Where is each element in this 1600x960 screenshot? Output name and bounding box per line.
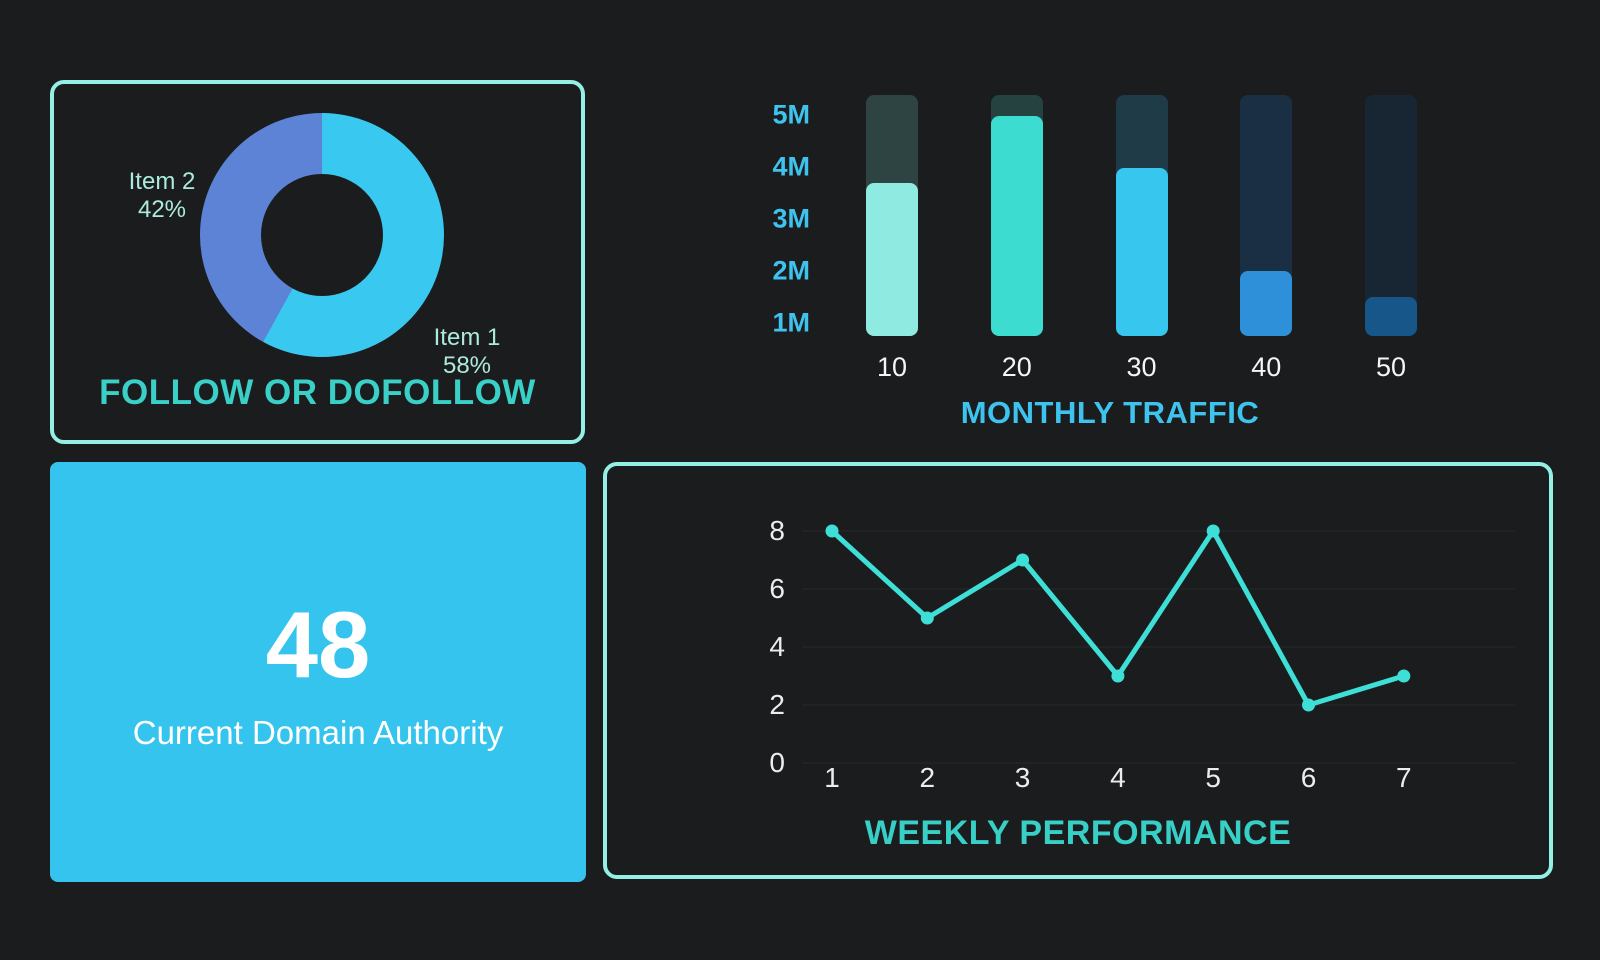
bar-y-tick: 3M bbox=[772, 203, 810, 234]
bar-chart-title: MONTHLY TRAFFIC bbox=[960, 395, 1260, 430]
line-x-tick: 1 bbox=[824, 762, 840, 793]
line-x-tick: 3 bbox=[1015, 762, 1031, 793]
donut-label-item1-name: Item 1 bbox=[433, 324, 501, 351]
donut-label-item2-pct: 42% bbox=[137, 196, 187, 223]
bar-y-tick: 5M bbox=[772, 99, 810, 130]
bar-fill bbox=[866, 183, 918, 336]
line-x-tick: 2 bbox=[920, 762, 936, 793]
donut-label-item1: Item 1 58% bbox=[392, 324, 542, 380]
bar-y-tick: 1M bbox=[772, 307, 810, 338]
line-chart-title: WEEKLY PERFORMANCE bbox=[864, 814, 1292, 852]
line-y-tick: 0 bbox=[769, 747, 785, 778]
line-point bbox=[825, 524, 839, 538]
bar-y-tick: 4M bbox=[772, 151, 810, 182]
bar-x-label: 10 bbox=[876, 352, 908, 382]
line-y-tick: 6 bbox=[769, 573, 785, 604]
bar-chart-x-axis: 10 20 30 40 50 bbox=[866, 352, 1417, 383]
donut-label-item2: Item 2 42% bbox=[87, 168, 237, 224]
donut-card: Item 2 42% Item 1 58% FOLLOW OR DOFOLLOW bbox=[50, 80, 585, 444]
line-x-tick: 4 bbox=[1110, 762, 1126, 793]
bar-track bbox=[1115, 95, 1168, 336]
bar-x-label: 20 bbox=[1001, 352, 1032, 382]
bar-track bbox=[1365, 95, 1417, 336]
bar-track bbox=[866, 95, 918, 336]
bar-chart-y-axis: 5M 4M 3M 2M 1M bbox=[760, 95, 810, 338]
line-point bbox=[920, 611, 934, 625]
bar-track bbox=[1240, 95, 1293, 336]
line-point bbox=[1016, 553, 1030, 567]
line-y-tick: 2 bbox=[769, 689, 785, 720]
line-point bbox=[1111, 669, 1125, 683]
kpi-value: 48 bbox=[265, 592, 371, 697]
kpi-card: 48 Current Domain Authority bbox=[50, 462, 586, 882]
bar-chart-bars bbox=[866, 95, 1417, 336]
bar-fill bbox=[1115, 167, 1168, 336]
bar-y-tick: 2M bbox=[772, 255, 810, 286]
donut-label-item2-name: Item 2 bbox=[128, 168, 196, 195]
bar-fill bbox=[1365, 297, 1417, 336]
bar-fill bbox=[1240, 271, 1293, 336]
bar-fill bbox=[990, 115, 1043, 336]
bar-x-label: 40 bbox=[1251, 352, 1282, 382]
line-y-tick: 4 bbox=[769, 631, 785, 662]
line-chart: 8 6 4 2 0 1 2 3 4 5 6 7 bbox=[769, 515, 1515, 793]
line-x-tick: 5 bbox=[1205, 762, 1221, 793]
line-point bbox=[1302, 698, 1315, 712]
kpi-label: Current Domain Authority bbox=[132, 714, 504, 751]
line-chart-card: 8 6 4 2 0 1 2 3 4 5 6 7 WEEKLY PERFORMANCE bbox=[603, 462, 1553, 879]
line-point bbox=[1397, 669, 1411, 683]
bar-chart: 5M 4M 3M 2M 1M 10 20 30 40 50 MONTHLY TRAFFIC bbox=[760, 60, 1480, 450]
donut-hole bbox=[261, 174, 383, 296]
line-y-tick: 8 bbox=[769, 515, 785, 546]
donut-card-title: FOLLOW OR DOFOLLOW bbox=[99, 373, 536, 412]
donut-label-item1-pct: 58% bbox=[442, 352, 492, 379]
bar-x-label: 50 bbox=[1375, 352, 1407, 382]
bar-track bbox=[990, 95, 1043, 336]
line-x-tick: 7 bbox=[1396, 762, 1412, 793]
line-x-tick: 6 bbox=[1301, 762, 1317, 793]
bar-x-label: 30 bbox=[1126, 352, 1157, 382]
line-point bbox=[1206, 524, 1220, 538]
